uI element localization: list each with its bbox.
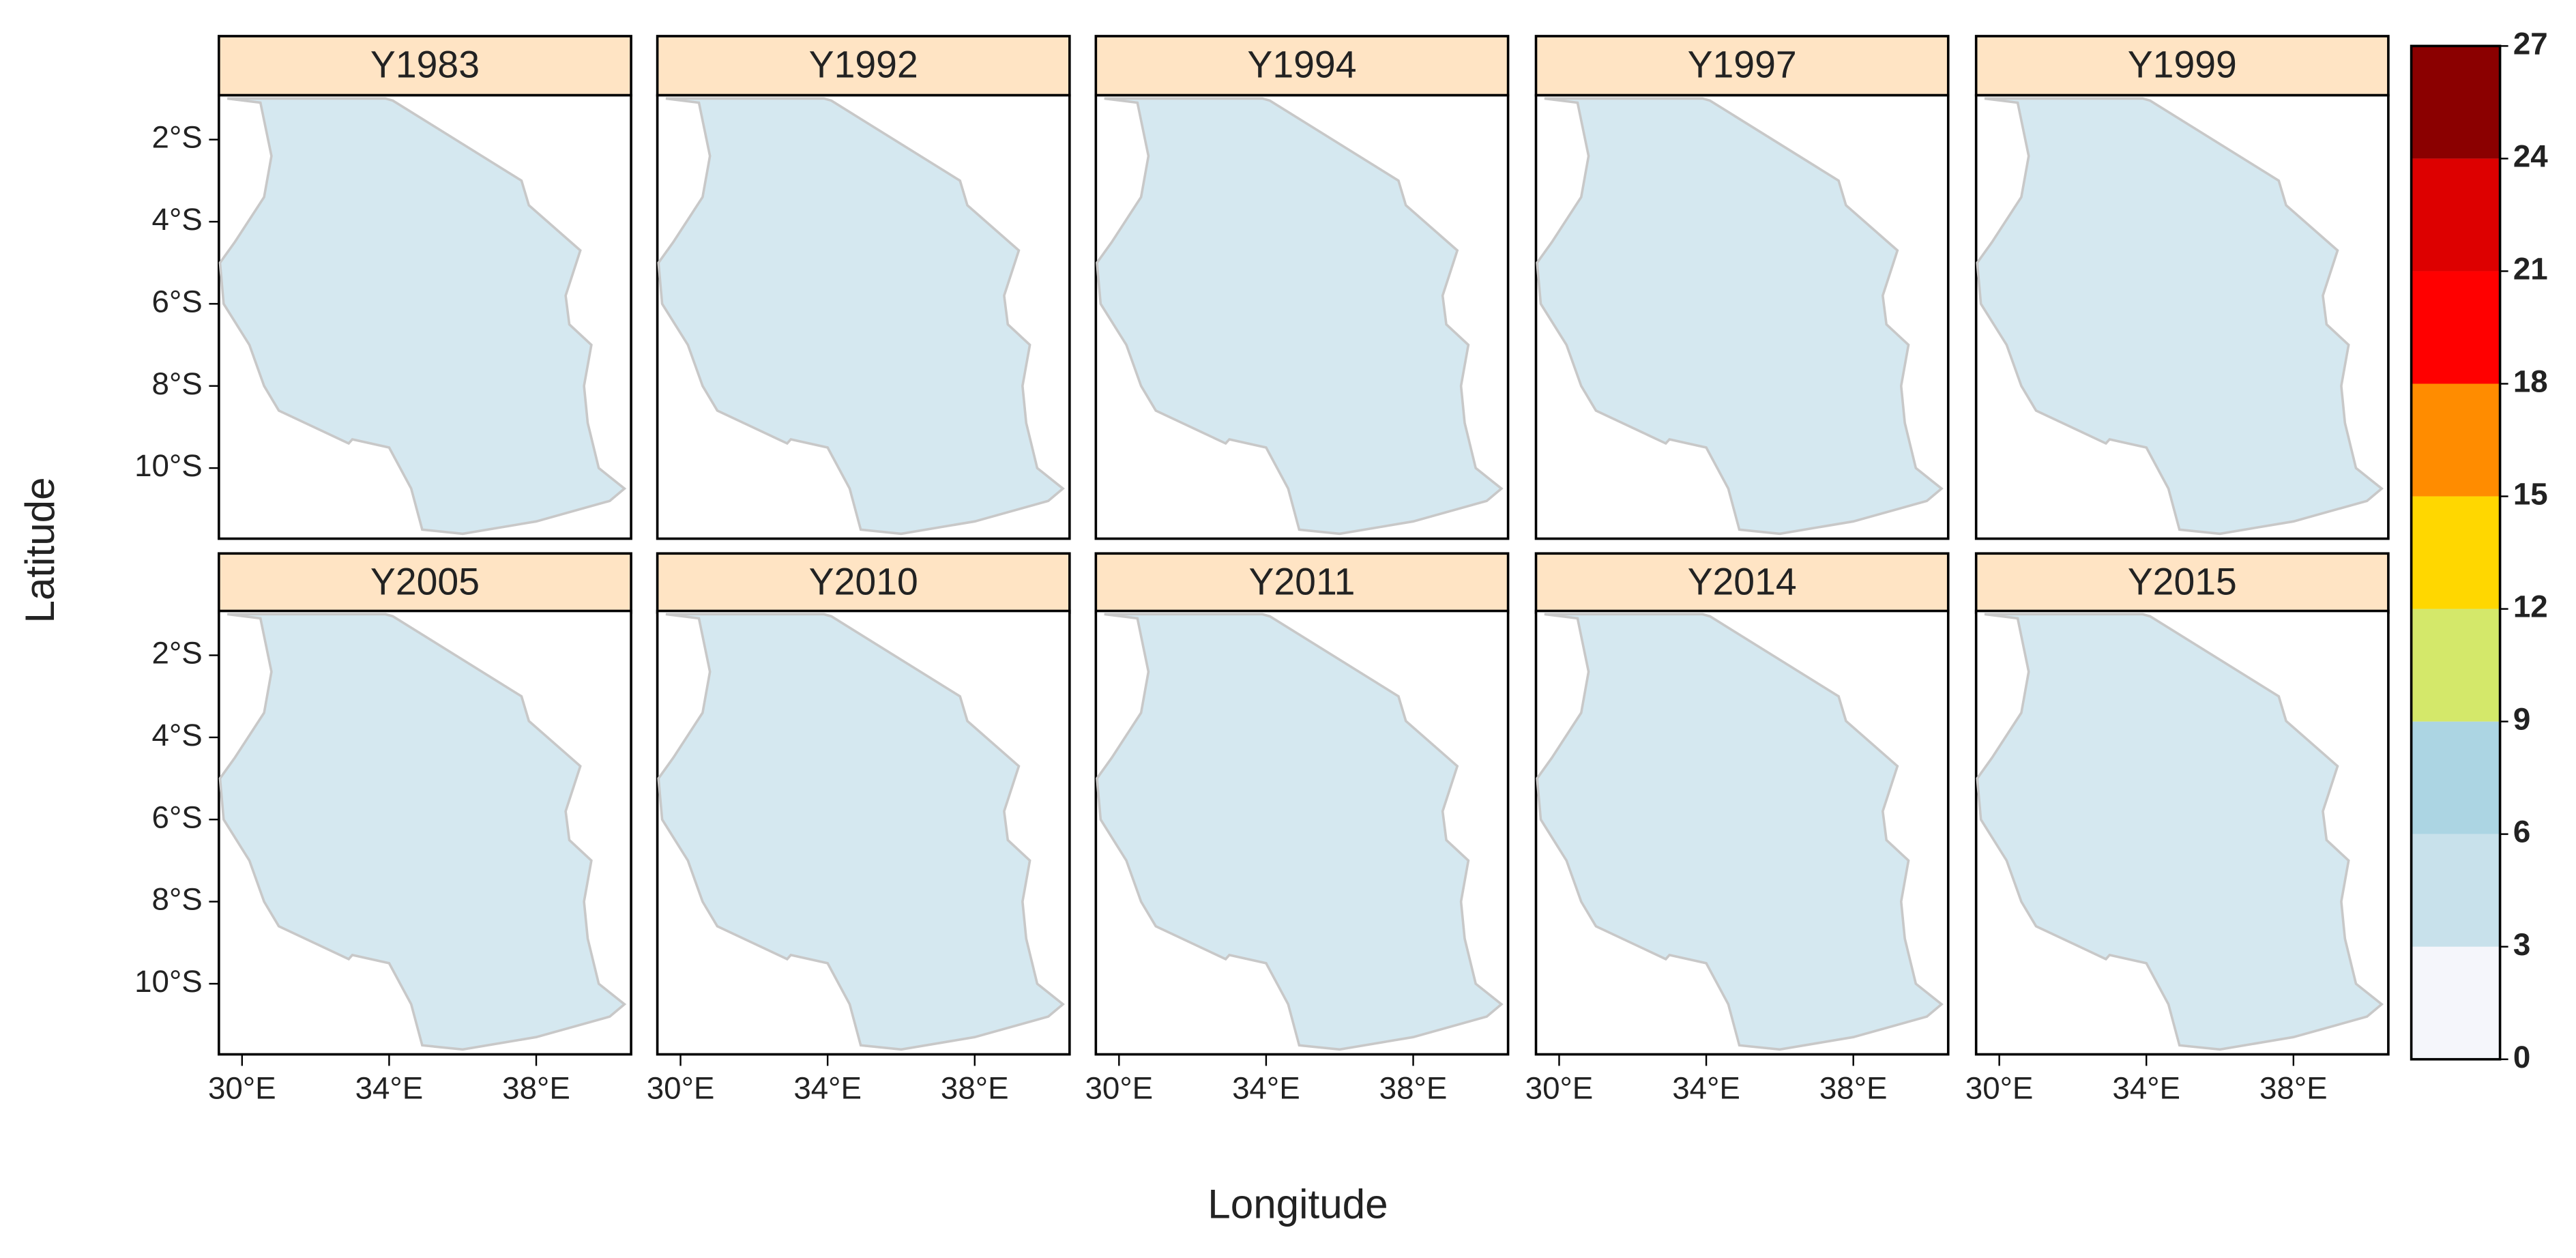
y-tick-label: 4°S	[152, 718, 203, 752]
colorbar-bin	[2411, 271, 2500, 384]
x-axis-label: Longitude	[1208, 1181, 1388, 1227]
strip	[1094, 35, 1510, 97]
colorbar-bin	[2411, 383, 2500, 497]
colorbar-bin	[2411, 46, 2500, 159]
colorbar-tick-label: 27	[2513, 26, 2548, 61]
country-outline	[218, 97, 627, 536]
panel-title: Y2005	[370, 561, 480, 603]
panel-title: Y1983	[370, 43, 480, 85]
strip	[218, 552, 632, 614]
y-tick-label: 2°S	[152, 636, 203, 671]
country-outline	[657, 613, 1065, 1051]
colorbar-tick-label: 3	[2513, 927, 2530, 962]
colorbar-tick-label: 6	[2513, 815, 2530, 849]
y-tick-label: 8°S	[152, 366, 203, 401]
y-tick-label: 2°S	[152, 120, 203, 155]
country-outline	[657, 97, 1065, 536]
x-tick-label: 38°E	[941, 1071, 1009, 1106]
y-tick-label: 6°S	[152, 800, 203, 834]
x-tick-label: 38°E	[2259, 1071, 2328, 1106]
x-tick-label: 30°E	[208, 1071, 276, 1106]
colorbar-tick-label: 12	[2513, 589, 2548, 624]
colorbar-bin	[2411, 496, 2500, 609]
strip	[1534, 35, 1950, 97]
panel-title: Y2015	[2128, 561, 2237, 603]
colorbar-bin	[2411, 609, 2500, 722]
x-tick-label: 38°E	[1379, 1071, 1448, 1106]
colorbar-tick-label: 0	[2513, 1040, 2530, 1074]
panel-title: Y1999	[2128, 43, 2237, 85]
x-tick-label: 38°E	[1819, 1071, 1888, 1106]
colorbar-tick-label: 15	[2513, 477, 2548, 512]
x-tick-label: 34°E	[2112, 1071, 2180, 1106]
x-tick-label: 30°E	[647, 1071, 715, 1106]
y-axis-label: Latitude	[17, 477, 63, 623]
x-tick-label: 34°E	[355, 1071, 424, 1106]
x-tick-label: 30°E	[1085, 1071, 1153, 1106]
colorbar-frame	[2410, 44, 2502, 1061]
x-tick-label: 34°E	[793, 1071, 862, 1106]
y-tick-label: 4°S	[152, 202, 203, 237]
colorbar-bin	[2411, 834, 2500, 947]
strip	[656, 35, 1071, 97]
colorbar-tick-label: 18	[2513, 364, 2548, 399]
strip	[1094, 552, 1510, 614]
colorbar-tick-label: 21	[2513, 252, 2548, 287]
colorbar-tick-label: 24	[2513, 139, 2548, 174]
colorbar-bin	[2411, 946, 2500, 1059]
strip	[1534, 552, 1950, 614]
strip	[1974, 552, 2390, 614]
panel-title: Y2014	[1688, 561, 1797, 603]
country-outline	[1976, 97, 2384, 536]
panel-title: Y2011	[1248, 561, 1355, 603]
x-tick-label: 34°E	[1672, 1071, 1740, 1106]
country-outline	[218, 613, 627, 1051]
country-outline	[1976, 613, 2384, 1051]
panel-title: Y1992	[809, 43, 918, 85]
colorbar-tick-label: 9	[2513, 702, 2530, 737]
x-tick-label: 30°E	[1525, 1071, 1594, 1106]
country-outline	[1536, 613, 1944, 1051]
colorbar-bin	[2411, 721, 2500, 834]
y-tick-label: 10°S	[134, 448, 203, 483]
strip	[656, 552, 1071, 614]
x-tick-label: 34°E	[1232, 1071, 1300, 1106]
strip	[218, 35, 632, 97]
panel-title: Y1997	[1688, 43, 1797, 85]
country-outline	[1536, 97, 1944, 536]
y-tick-label: 8°S	[152, 882, 203, 917]
panel-title: Y2010	[809, 561, 918, 603]
y-tick-label: 10°S	[134, 964, 203, 999]
panel-title: Y1994	[1247, 43, 1356, 85]
x-tick-label: 30°E	[1965, 1071, 2034, 1106]
colorbar-bin	[2411, 158, 2500, 272]
country-outline	[1096, 97, 1504, 536]
country-outline	[1096, 613, 1504, 1051]
strip	[1974, 35, 2390, 97]
x-tick-label: 38°E	[502, 1071, 570, 1106]
y-tick-label: 6°S	[152, 284, 203, 319]
